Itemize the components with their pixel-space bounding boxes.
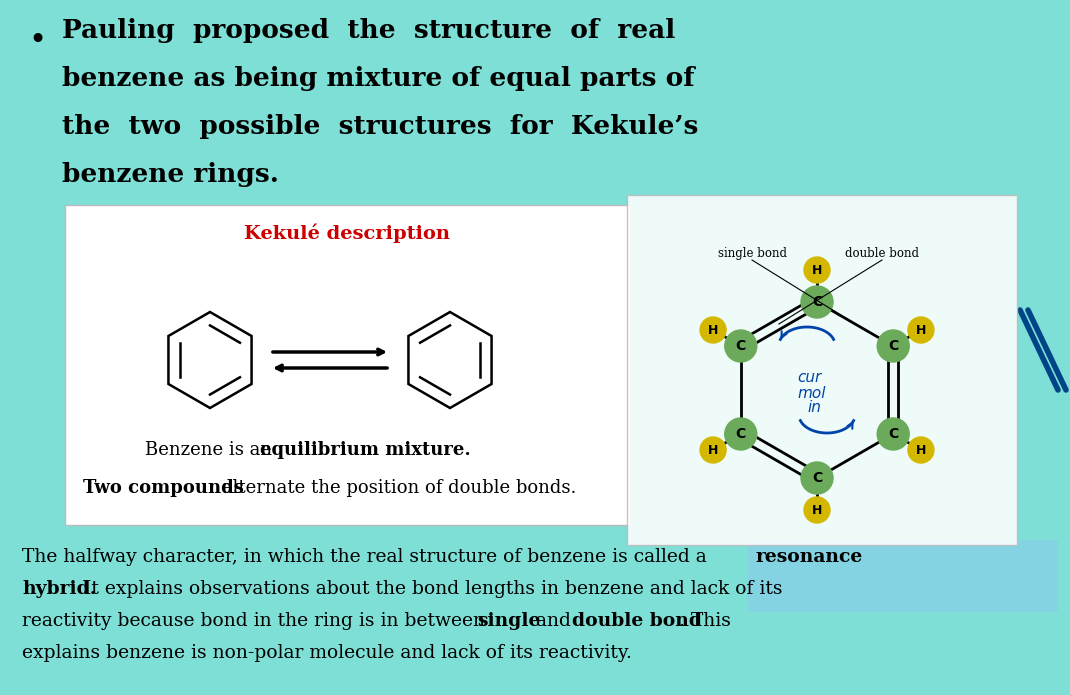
Text: C: C: [888, 427, 899, 441]
Text: and: and: [530, 612, 577, 630]
Circle shape: [724, 418, 756, 450]
Circle shape: [908, 317, 934, 343]
Circle shape: [804, 497, 830, 523]
Text: equilibrium mixture.: equilibrium mixture.: [260, 441, 471, 459]
Text: resonance: resonance: [756, 548, 863, 566]
Text: mol: mol: [798, 386, 826, 400]
Text: C: C: [812, 295, 822, 309]
Circle shape: [804, 257, 830, 283]
Text: Kekulé description: Kekulé description: [245, 223, 450, 243]
Text: Two compounds: Two compounds: [83, 479, 244, 497]
Text: C: C: [736, 427, 746, 441]
Text: H: H: [916, 443, 927, 457]
Text: •: •: [28, 26, 46, 55]
Text: The halfway character, in which the real structure of benzene is called a: The halfway character, in which the real…: [22, 548, 713, 566]
Circle shape: [801, 462, 834, 494]
Text: H: H: [812, 263, 822, 277]
Text: Benzene is an: Benzene is an: [146, 441, 278, 459]
Text: H: H: [708, 323, 718, 336]
Circle shape: [877, 330, 910, 362]
Text: H: H: [916, 323, 927, 336]
Text: hybrid.: hybrid.: [22, 580, 96, 598]
Text: H: H: [812, 503, 822, 516]
Text: C: C: [812, 471, 822, 485]
Text: alternate the position of double bonds.: alternate the position of double bonds.: [216, 479, 577, 497]
Circle shape: [801, 286, 834, 318]
Circle shape: [700, 317, 727, 343]
FancyBboxPatch shape: [748, 540, 1058, 612]
FancyBboxPatch shape: [65, 205, 630, 525]
Text: C: C: [736, 339, 746, 353]
Text: H: H: [708, 443, 718, 457]
Text: double bond: double bond: [572, 612, 702, 630]
Text: explains benzene is non-polar molecule and lack of its reactivity.: explains benzene is non-polar molecule a…: [22, 644, 632, 662]
Text: reactivity because bond in the ring is in between: reactivity because bond in the ring is i…: [22, 612, 491, 630]
Text: It explains observations about the bond lengths in benzene and lack of its: It explains observations about the bond …: [78, 580, 782, 598]
Circle shape: [724, 330, 756, 362]
Text: single: single: [477, 612, 540, 630]
FancyBboxPatch shape: [627, 195, 1016, 545]
Text: cur: cur: [797, 370, 821, 386]
Text: . This: . This: [679, 612, 731, 630]
Text: the  two  possible  structures  for  Kekule’s: the two possible structures for Kekule’s: [62, 114, 699, 139]
Text: in: in: [807, 400, 821, 416]
Text: benzene as being mixture of equal parts of: benzene as being mixture of equal parts …: [62, 66, 694, 91]
Text: benzene rings.: benzene rings.: [62, 162, 279, 187]
Circle shape: [908, 437, 934, 463]
Text: C: C: [888, 339, 899, 353]
Text: double bond: double bond: [845, 247, 919, 260]
Text: Pauling  proposed  the  structure  of  real: Pauling proposed the structure of real: [62, 18, 675, 43]
Circle shape: [700, 437, 727, 463]
Text: single bond: single bond: [718, 247, 786, 260]
Circle shape: [877, 418, 910, 450]
